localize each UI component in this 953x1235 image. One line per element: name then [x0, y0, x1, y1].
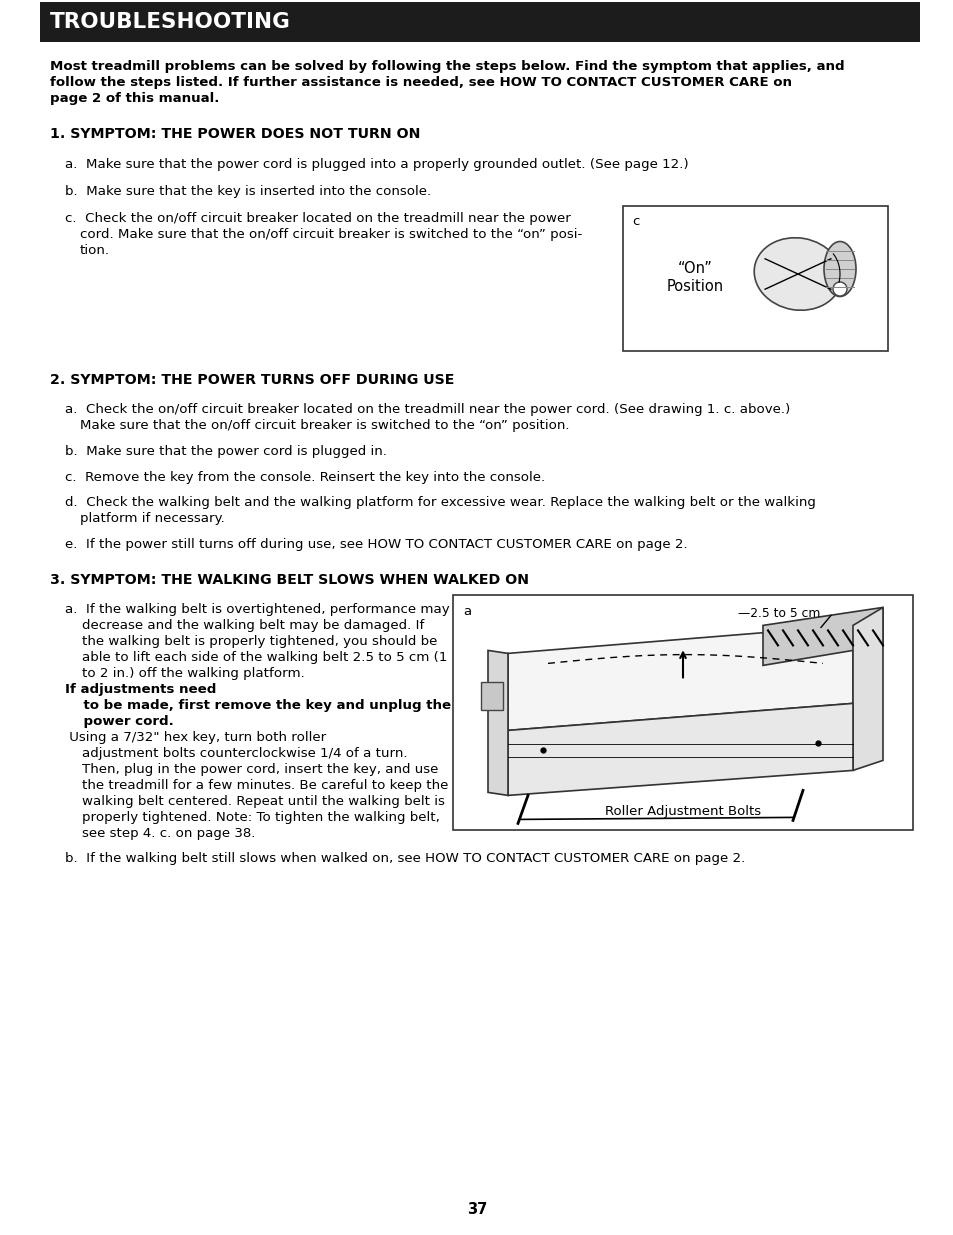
Text: a: a [462, 605, 471, 619]
Text: tion.: tion. [80, 245, 110, 257]
Text: a.  If the walking belt is overtightened, performance may: a. If the walking belt is overtightened,… [65, 604, 449, 616]
Text: If adjustments need: If adjustments need [65, 683, 216, 697]
Text: Most treadmill problems can be solved by following the steps below. Find the sym: Most treadmill problems can be solved by… [50, 61, 843, 73]
Text: cord. Make sure that the on/off circuit breaker is switched to the “on” posi-: cord. Make sure that the on/off circuit … [80, 228, 581, 241]
Polygon shape [852, 608, 882, 771]
Text: Using a 7/32" hex key, turn both roller: Using a 7/32" hex key, turn both roller [65, 731, 326, 745]
Text: Make sure that the on/off circuit breaker is switched to the “on” position.: Make sure that the on/off circuit breake… [80, 420, 569, 432]
Bar [622, 206, 887, 351]
Polygon shape [507, 625, 852, 730]
Text: 1. SYMPTOM: THE POWER DOES NOT TURN ON: 1. SYMPTOM: THE POWER DOES NOT TURN ON [50, 127, 420, 141]
Text: b.  If the walking belt still slows when walked on, see HOW TO CONTACT CUSTOMER : b. If the walking belt still slows when … [65, 852, 744, 866]
Bar [480, 683, 502, 710]
Text: follow the steps listed. If further assistance is needed, see HOW TO CONTACT CUS: follow the steps listed. If further assi… [50, 77, 791, 89]
Text: walking belt centered. Repeat until the walking belt is: walking belt centered. Repeat until the … [65, 795, 444, 809]
Text: decrease and the walking belt may be damaged. If: decrease and the walking belt may be dam… [65, 620, 424, 632]
Text: able to lift each side of the walking belt 2.5 to 5 cm (1: able to lift each side of the walking be… [65, 651, 447, 664]
Text: TROUBLESHOOTING: TROUBLESHOOTING [50, 12, 291, 32]
Text: Position: Position [666, 279, 722, 294]
Text: 37: 37 [466, 1202, 487, 1216]
Text: adjustment bolts counterclockwise 1/4 of a turn.: adjustment bolts counterclockwise 1/4 of… [65, 747, 407, 761]
Text: d.  Check the walking belt and the walking platform for excessive wear. Replace : d. Check the walking belt and the walkin… [65, 496, 815, 509]
Text: a.  Make sure that the power cord is plugged into a properly grounded outlet. (S: a. Make sure that the power cord is plug… [65, 158, 688, 170]
Text: c.  Check the on/off circuit breaker located on the treadmill near the power: c. Check the on/off circuit breaker loca… [65, 212, 570, 225]
Text: to be made, first remove the key and unplug the: to be made, first remove the key and unp… [65, 699, 451, 713]
Text: see step 4. c. on page 38.: see step 4. c. on page 38. [65, 827, 255, 840]
Text: b.  Make sure that the key is inserted into the console.: b. Make sure that the key is inserted in… [65, 185, 431, 198]
Polygon shape [488, 651, 507, 795]
Bar [40, 2, 919, 42]
Text: a.  Check the on/off circuit breaker located on the treadmill near the power cor: a. Check the on/off circuit breaker loca… [65, 404, 789, 416]
Text: “On”: “On” [677, 261, 712, 275]
Bar [453, 595, 912, 830]
Text: b.  Make sure that the power cord is plugged in.: b. Make sure that the power cord is plug… [65, 445, 387, 458]
Text: page 2 of this manual.: page 2 of this manual. [50, 91, 219, 105]
Text: the walking belt is properly tightened, you should be: the walking belt is properly tightened, … [65, 635, 436, 648]
Text: —2.5 to 5 cm: —2.5 to 5 cm [738, 606, 820, 620]
Text: to 2 in.) off the walking platform.: to 2 in.) off the walking platform. [65, 667, 309, 680]
Ellipse shape [754, 237, 841, 310]
Text: Then, plug in the power cord, insert the key, and use: Then, plug in the power cord, insert the… [65, 763, 438, 777]
Text: properly tightened. Note: To tighten the walking belt,: properly tightened. Note: To tighten the… [65, 811, 439, 825]
Text: platform if necessary.: platform if necessary. [80, 513, 225, 525]
Text: c.  Remove the key from the console. Reinsert the key into the console.: c. Remove the key from the console. Rein… [65, 471, 545, 484]
Text: the treadmill for a few minutes. Be careful to keep the: the treadmill for a few minutes. Be care… [65, 779, 448, 793]
Text: power cord.: power cord. [65, 715, 173, 729]
Polygon shape [507, 704, 852, 795]
Text: e.  If the power still turns off during use, see HOW TO CONTACT CUSTOMER CARE on: e. If the power still turns off during u… [65, 537, 687, 551]
Ellipse shape [823, 242, 855, 296]
Text: c: c [631, 215, 639, 228]
Circle shape [832, 282, 846, 296]
Text: 2. SYMPTOM: THE POWER TURNS OFF DURING USE: 2. SYMPTOM: THE POWER TURNS OFF DURING U… [50, 373, 454, 387]
Polygon shape [762, 608, 882, 666]
Text: Roller Adjustment Bolts: Roller Adjustment Bolts [604, 805, 760, 819]
Text: 3. SYMPTOM: THE WALKING BELT SLOWS WHEN WALKED ON: 3. SYMPTOM: THE WALKING BELT SLOWS WHEN … [50, 573, 529, 587]
